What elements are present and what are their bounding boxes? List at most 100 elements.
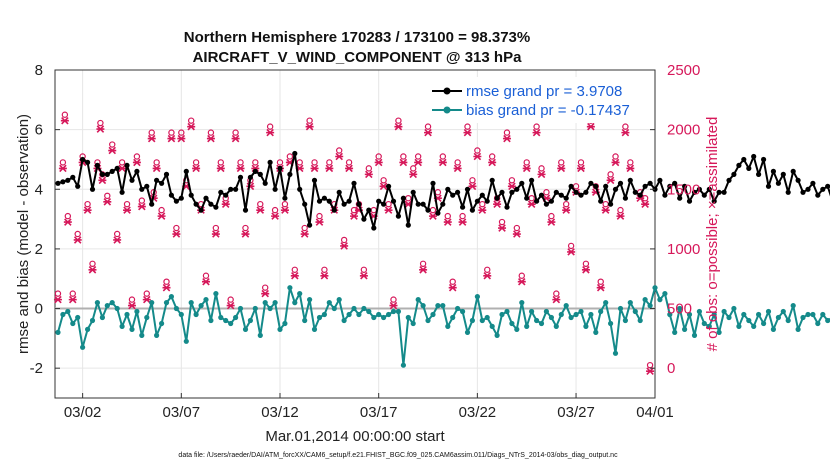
bias-point [430,311,436,318]
bias-point [400,362,406,368]
rmse-point [455,189,461,195]
obs-possible-point [449,278,456,285]
obs-assimilated-point [305,122,314,131]
bias-point [691,332,698,338]
obs-possible-point [207,129,215,136]
obs-assimilated-point [626,164,635,173]
rmse-point [410,189,416,195]
rmse-point [341,201,347,207]
rmse-point [696,186,703,192]
obs-possible-point [533,123,540,130]
obs-possible-point [607,171,614,178]
rmse-point [810,180,816,186]
obs-assimilated-point [438,158,447,167]
bias-point [410,320,416,327]
rmse-point [99,171,105,177]
rmse-point [435,210,441,216]
obs-assimilated-point [300,230,309,238]
obs-assimilated-point [266,128,275,137]
obs-possible-point [54,290,62,297]
rmse-point [593,183,599,189]
bias-point [198,303,204,309]
obs-possible-point [444,212,451,220]
rmse-point [89,186,96,192]
bias-point [390,308,397,315]
obs-assimilated-point [586,122,595,131]
bias-point [75,314,81,321]
y-right-tick-label: 2000 [667,122,700,139]
bias-point [139,332,145,338]
bias-point [770,326,777,332]
obs-possible-point [118,159,126,166]
bias-point [553,323,559,329]
rmse-point [701,192,707,198]
rmse-point [94,162,100,168]
rmse-point [183,168,189,174]
obs-assimilated-point [280,206,289,214]
rmse-point [721,189,727,195]
bias-point [612,350,619,356]
rmse-point [331,207,337,213]
rmse-point [134,168,140,174]
obs-possible-point [602,200,609,208]
obs-assimilated-point [458,218,467,226]
obs-assimilated-point [236,164,245,173]
rmse-point [608,201,614,207]
bias-point [686,311,693,318]
obs-possible-point [400,153,407,160]
bias-point [647,303,653,309]
bias-point [543,308,550,315]
rmse-point [307,222,313,228]
rmse-point [672,180,678,186]
bias-point [820,311,826,318]
bias-point [805,311,811,318]
obs-assimilated-point [147,134,156,143]
rmse-point [751,153,757,160]
obs-assimilated-point [478,206,487,214]
rmse-point [538,192,545,198]
obs-assimilated-point [345,164,354,173]
rmse-point [632,189,638,195]
rmse-point [267,159,273,165]
obs-assimilated-point [108,146,117,155]
bias-point [361,305,367,312]
obs-assimilated-point [502,134,511,143]
bias-point [726,314,732,321]
bias-point [218,314,224,321]
bias-point [262,300,268,306]
rmse-point [514,186,520,192]
rmse-point [400,195,406,201]
obs-possible-point [306,117,313,124]
obs-possible-point [296,159,303,166]
obs-assimilated-point [641,200,650,208]
obs-possible-point [69,290,76,297]
obs-possible-point [484,266,491,273]
rmse-point [262,180,268,186]
obs-possible-point [128,296,136,303]
obs-possible-point [133,153,141,160]
rmse-point [193,201,199,207]
obs-assimilated-point [60,116,69,125]
obs-possible-point [459,212,466,220]
chart-title-line1: Northern Hemisphere 170283 / 173100 = 98… [184,29,530,46]
obs-assimilated-point [596,283,605,292]
obs-possible-point [617,206,624,214]
rmse-point [780,171,786,177]
rmse-point [770,168,777,174]
rmse-point [233,186,239,192]
obs-assimilated-point [221,200,230,208]
bias-point [608,320,614,327]
obs-assimilated-point [83,206,92,214]
obs-possible-point [523,159,530,166]
rmse-point [361,216,367,222]
x-tick-label: 03/17 [360,404,398,421]
bias-point [371,314,377,321]
obs-assimilated-point [335,152,344,161]
chart-title-line2: AIRCRAFT_V_WIND_COMPONENT @ 313 hPa [193,49,523,66]
rmse-point [282,195,288,201]
obs-assimilated-point [88,266,97,274]
bias-point [489,323,495,329]
bias-point [99,314,105,321]
obs-assimilated-point [428,212,437,220]
obs-possible-point [577,159,585,166]
